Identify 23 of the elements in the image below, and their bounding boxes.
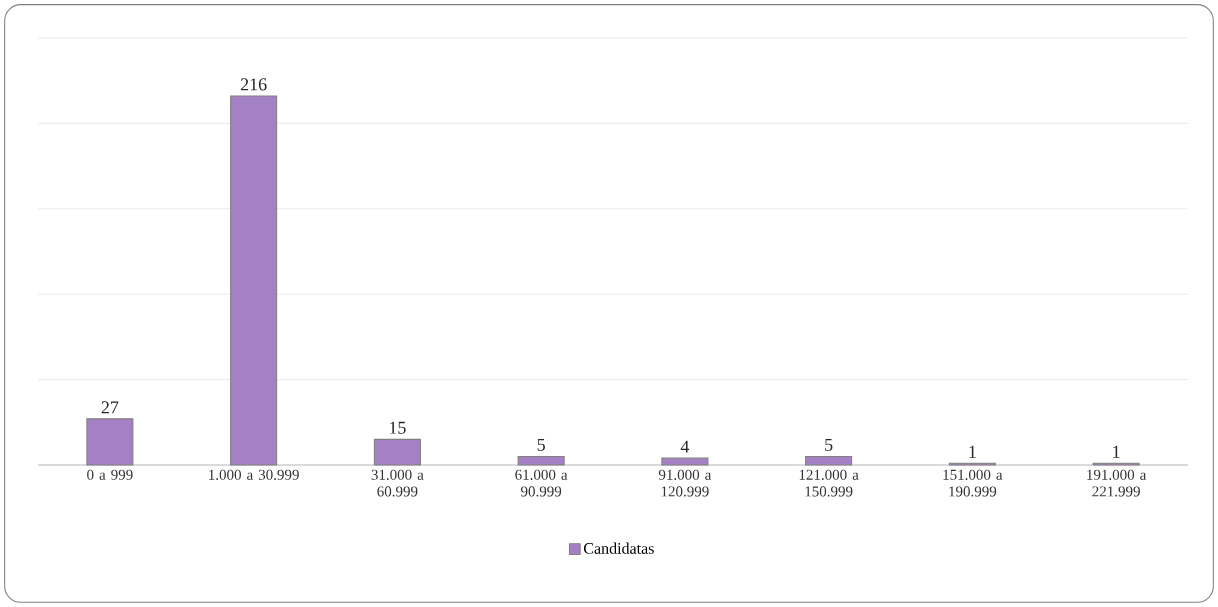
data-label: 1: [1113, 445, 1120, 458]
x-tick-label: 91.000 a 120.999: [658, 469, 712, 497]
data-label: 27: [101, 401, 119, 414]
bar: [805, 455, 853, 466]
bar: [517, 455, 565, 466]
data-label: 4: [680, 440, 690, 453]
x-tick-label: 61.000 a 90.999: [515, 469, 568, 497]
bar: [373, 438, 421, 466]
x-tick-label: 1.000 a 30.999: [209, 469, 299, 480]
x-tick-label: 121.000 a 150.999: [799, 469, 859, 497]
data-label: 216: [240, 78, 267, 91]
x-tick-label: 31.000 a 60.999: [371, 469, 424, 497]
x-tick-label: 151.000 a 190.999: [943, 469, 1003, 497]
bar: [86, 418, 134, 466]
bar: [661, 457, 709, 466]
x-tick-label: 191.000 a 221.999: [1087, 469, 1147, 497]
x-tick-label: 0 a 999: [87, 469, 133, 480]
bar: [230, 95, 278, 466]
data-label: 15: [389, 421, 406, 434]
legend-label: Candidatas: [583, 542, 654, 554]
data-label: 1: [969, 445, 976, 458]
data-label: 5: [537, 438, 545, 451]
data-label: 5: [825, 438, 833, 451]
